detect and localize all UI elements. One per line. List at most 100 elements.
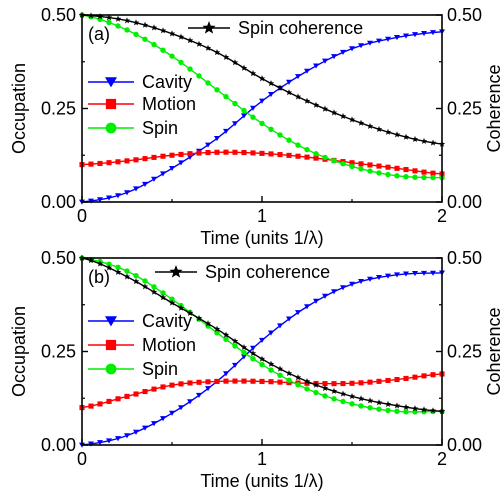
y-tick-label-right: 0.25 <box>447 342 482 362</box>
data-point-cavity <box>160 416 166 422</box>
data-point-motion <box>349 160 355 166</box>
data-point-motion <box>358 161 364 167</box>
data-point-motion <box>241 149 247 156</box>
data-point-motion <box>178 151 184 157</box>
data-point-spin-coherence <box>105 264 113 271</box>
data-point-cavity <box>196 392 202 398</box>
data-point-spin-coherence <box>114 268 122 275</box>
data-point-spin <box>412 174 418 180</box>
data-point-spin-coherence <box>159 27 167 34</box>
data-point-motion <box>241 378 247 384</box>
data-point-cavity <box>313 63 319 69</box>
data-point-motion <box>394 377 400 383</box>
data-point-spin <box>268 367 274 373</box>
data-point-cavity <box>250 345 256 351</box>
data-point-cavity <box>403 271 409 277</box>
data-point-motion <box>178 381 184 387</box>
data-point-cavity <box>88 198 94 204</box>
data-point-cavity <box>421 270 427 276</box>
data-point-motion <box>187 380 193 386</box>
data-point-motion <box>367 162 373 168</box>
data-point-spin-coherence <box>186 37 194 44</box>
data-point-spin <box>223 93 229 100</box>
data-point-cavity <box>250 105 256 111</box>
data-point-cavity <box>115 193 121 199</box>
data-point-spin <box>286 377 292 383</box>
legend-label: Spin <box>142 118 178 138</box>
data-point-spin-coherence <box>384 400 392 407</box>
y-tick-label-right: 0.00 <box>447 435 482 455</box>
data-point-spin-coherence <box>276 84 284 91</box>
data-point-cavity <box>340 285 346 291</box>
data-point-cavity <box>151 421 157 427</box>
data-point-spin <box>205 80 211 86</box>
series-spin <box>79 255 445 415</box>
data-point-cavity <box>232 121 238 127</box>
data-point-cavity <box>214 136 220 142</box>
data-point-spin-coherence <box>123 273 131 280</box>
data-point-motion <box>421 373 427 379</box>
data-point-spin-coherence <box>366 397 374 404</box>
y-tick-label-right: 0.50 <box>447 248 482 268</box>
data-point-motion <box>340 381 346 387</box>
data-point-cavity <box>340 49 346 56</box>
data-point-spin <box>394 408 400 415</box>
data-point-cavity <box>169 165 175 172</box>
data-point-cavity <box>349 281 355 287</box>
data-point-cavity <box>394 272 400 278</box>
data-point-spin <box>331 158 337 164</box>
data-point-cavity <box>430 30 436 36</box>
data-point-spin-coherence <box>330 109 338 116</box>
data-point-motion <box>385 377 391 384</box>
data-point-motion <box>277 152 283 158</box>
data-point-spin <box>106 261 112 267</box>
data-point-spin <box>277 132 283 138</box>
data-point-spin-coherence <box>348 392 356 400</box>
data-point-motion <box>367 379 373 385</box>
data-point-cavity <box>322 58 328 64</box>
data-point-spin <box>115 23 121 29</box>
x-tick-label: 0 <box>77 206 87 226</box>
data-point-spin-coherence <box>384 128 392 135</box>
data-point-cavity <box>133 186 139 192</box>
data-point-cavity <box>241 354 247 360</box>
data-point-cavity <box>367 276 373 282</box>
data-point-cavity <box>313 298 319 304</box>
data-point-cavity <box>232 362 238 368</box>
data-point-spin-coherence <box>285 369 293 377</box>
data-point-spin-coherence <box>393 131 401 138</box>
data-point-spin-coherence <box>294 374 302 381</box>
data-point-spin-coherence <box>204 44 212 51</box>
data-point-motion <box>169 152 175 158</box>
data-point-motion <box>322 381 328 387</box>
data-point-spin-coherence <box>294 93 302 100</box>
data-point-spin-coherence <box>321 105 329 112</box>
data-point-motion <box>196 379 202 385</box>
data-point-motion <box>214 378 220 384</box>
data-point-cavity <box>169 410 175 416</box>
data-point-cavity <box>151 176 157 182</box>
data-point-spin <box>214 330 220 336</box>
data-point-spin <box>367 168 373 174</box>
data-point-cavity <box>187 399 193 405</box>
data-point-spin <box>259 120 265 127</box>
data-point-motion <box>376 378 382 384</box>
data-point-spin-coherence <box>123 17 131 24</box>
series-cavity <box>79 29 445 205</box>
data-point-spin-coherence <box>429 139 437 146</box>
data-point-cavity <box>115 436 121 442</box>
data-point-spin <box>142 36 148 42</box>
data-point-spin <box>268 126 274 133</box>
data-point-spin <box>232 100 238 107</box>
data-point-motion <box>394 165 400 171</box>
data-point-motion <box>349 380 355 386</box>
data-point-motion <box>160 153 166 159</box>
data-point-cavity <box>97 440 103 446</box>
legend-label: Spin coherence <box>238 18 363 38</box>
data-point-cavity <box>304 304 310 310</box>
y-tick-label-right: 0.50 <box>447 5 482 25</box>
data-point-spin <box>187 66 193 72</box>
data-point-spin-coherence <box>186 309 194 316</box>
